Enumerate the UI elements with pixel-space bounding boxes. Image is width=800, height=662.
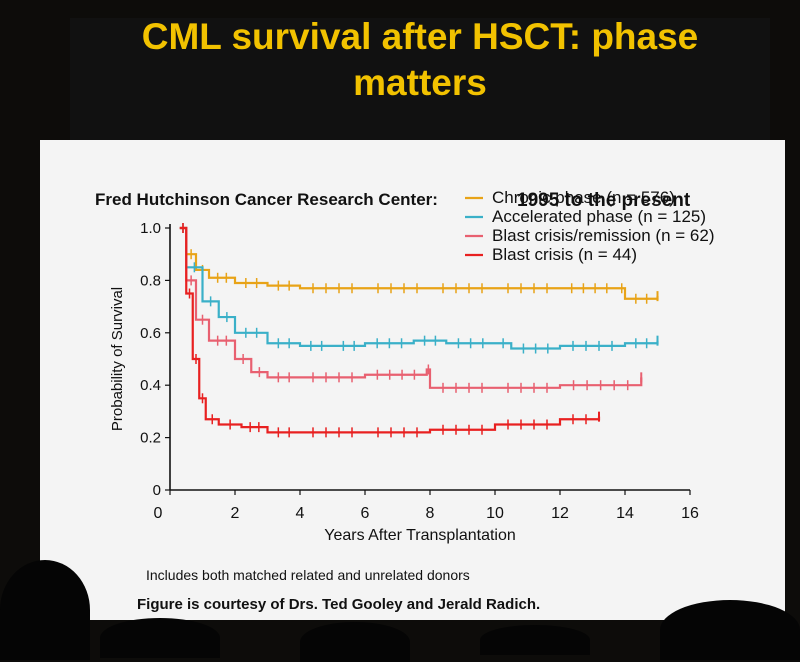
x-tick-label: 10	[486, 505, 504, 522]
x-tick-label: 14	[616, 505, 634, 522]
title-line-2: matters	[353, 62, 487, 103]
footnote-courtesy: Figure is courtesy of Drs. Ted Gooley an…	[137, 596, 541, 613]
x-axis-label: Years After Transplantation	[324, 527, 516, 544]
series-0	[179, 223, 659, 304]
y-tick-label: 0.6	[140, 325, 161, 342]
series-3	[179, 223, 601, 438]
audience-head-2	[100, 618, 220, 658]
slide-body	[40, 140, 785, 620]
legend-label: Chronic phase (n = 576)	[492, 188, 675, 207]
legend-label: Blast crisis (n = 44)	[492, 245, 637, 264]
audience-head-1	[0, 560, 90, 660]
legend-label: Blast crisis/remission (n = 62)	[492, 226, 714, 245]
x-tick-label: 0	[154, 505, 163, 522]
x-tick-label: 12	[551, 505, 569, 522]
chart-series-layer	[179, 223, 659, 438]
legend-label: Accelerated phase (n = 125)	[492, 207, 706, 226]
y-tick-label: 1.0	[140, 220, 161, 237]
chart-legend: Chronic phase (n = 576)Accelerated phase…	[465, 188, 714, 264]
y-axis-label: Probability of Survival	[109, 287, 126, 431]
y-tick-label: 0.2	[140, 430, 161, 447]
x-tick-label: 6	[361, 505, 370, 522]
chart-axes: 0 0.2 0.4 0.6 0.8 1.0 0 2 4 6 8 10 12 14 16 Years After…	[109, 220, 699, 544]
title-line-1: CML survival after HSCT: phase	[141, 16, 699, 57]
audience-head-5	[660, 600, 800, 660]
y-tick-label: 0	[153, 482, 161, 499]
series-line	[179, 226, 659, 350]
audience-head-3	[300, 622, 410, 662]
series-line	[179, 226, 601, 434]
slide-title: CML survival after HSCT: phase matters	[70, 14, 770, 106]
y-tick-label: 0.8	[140, 272, 161, 289]
x-tick-label: 8	[426, 505, 435, 522]
subtitle: Fred Hutchinson Cancer Research Center:	[95, 190, 438, 210]
series-line	[179, 226, 643, 389]
x-tick-label: 16	[681, 505, 699, 522]
x-tick-label: 4	[296, 505, 305, 522]
subtitle-date-range: 1995 to the present	[517, 190, 691, 211]
footnote-donors: Includes both matched related and unrela…	[146, 567, 470, 583]
x-tick-label: 2	[231, 505, 240, 522]
series-1	[179, 223, 659, 354]
subtitle-left: Fred Hutchinson Cancer Research Center:	[95, 190, 438, 209]
y-tick-label: 0.4	[140, 377, 161, 394]
series-2	[179, 223, 643, 393]
audience-head-4	[480, 625, 590, 655]
